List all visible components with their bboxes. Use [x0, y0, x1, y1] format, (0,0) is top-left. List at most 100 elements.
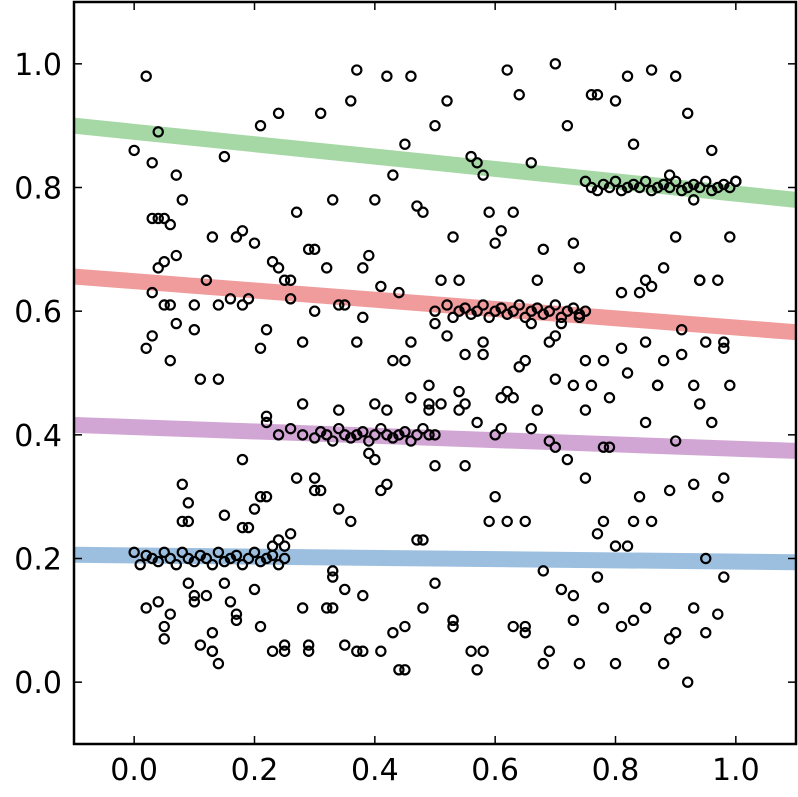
- data-point: [688, 478, 700, 490]
- data-point: [465, 645, 477, 657]
- cluster-point: [688, 178, 700, 191]
- data-point: [345, 515, 357, 528]
- data-point: [423, 398, 435, 410]
- cluster-point: [387, 432, 399, 444]
- data-point: [357, 311, 369, 324]
- data-point: [579, 472, 592, 484]
- data-point: [308, 472, 321, 484]
- plot-frame: [72, 0, 798, 746]
- data-point: [146, 286, 158, 299]
- data-point: [339, 583, 351, 596]
- data-point: [423, 379, 435, 392]
- data-point: [188, 589, 201, 602]
- data-point: [417, 534, 429, 546]
- data-point: [399, 354, 411, 367]
- data-point: [339, 639, 351, 651]
- data-point: [230, 614, 243, 627]
- data-point: [688, 602, 700, 614]
- data-point: [609, 540, 622, 552]
- data-point: [459, 460, 471, 472]
- data-point: [140, 70, 152, 82]
- data-point: [369, 398, 381, 410]
- data-point: [567, 237, 580, 249]
- data-point: [296, 336, 309, 348]
- data-point: [519, 620, 531, 633]
- cluster-point: [128, 546, 140, 559]
- data-point: [152, 596, 164, 608]
- data-point: [543, 645, 556, 657]
- cluster-point: [248, 546, 261, 559]
- data-point: [182, 515, 195, 528]
- cluster-point: [158, 546, 170, 559]
- data-point: [363, 447, 375, 460]
- cluster-point: [627, 178, 640, 191]
- data-point: [230, 608, 243, 620]
- data-point: [495, 392, 507, 404]
- cluster-point: [236, 558, 249, 571]
- data-point: [206, 627, 219, 639]
- cluster-point: [423, 429, 435, 441]
- data-point: [242, 293, 255, 305]
- data-point: [393, 664, 405, 676]
- data-point: [706, 144, 718, 157]
- data-point: [351, 64, 363, 76]
- data-point: [669, 231, 682, 243]
- cluster-point: [333, 422, 345, 435]
- data-point: [459, 348, 471, 361]
- data-point: [308, 243, 321, 256]
- data-point: [453, 385, 465, 398]
- data-point: [387, 627, 399, 639]
- cluster-point: [639, 175, 652, 188]
- y-tick-label: 0.4: [14, 419, 62, 454]
- data-point: [327, 602, 339, 614]
- data-point: [278, 540, 291, 552]
- data-point: [375, 645, 387, 657]
- data-point: [712, 608, 724, 620]
- cluster-point: [712, 181, 724, 194]
- cluster-point: [339, 429, 351, 441]
- cluster-point: [706, 184, 718, 197]
- data-point: [236, 225, 249, 237]
- y-tick-label: 0.0: [14, 666, 62, 701]
- cluster-point: [212, 546, 225, 559]
- data-point: [254, 119, 267, 132]
- data-point: [549, 58, 562, 70]
- cluster-point: [507, 305, 519, 317]
- cluster-point: [591, 184, 604, 197]
- data-point: [260, 324, 273, 336]
- data-point: [688, 194, 700, 206]
- cluster-point: [682, 181, 694, 194]
- data-point: [296, 602, 309, 614]
- x-tick-label: 1.0: [712, 753, 760, 788]
- data-point: [314, 107, 327, 120]
- data-point: [459, 398, 471, 410]
- data-point: [405, 336, 417, 348]
- data-point: [495, 422, 507, 435]
- data-point: [206, 231, 219, 243]
- data-point: [278, 639, 291, 651]
- fit-line-4: [73, 117, 797, 208]
- cluster-point: [272, 558, 285, 571]
- data-point: [429, 460, 441, 472]
- data-point: [236, 521, 249, 534]
- data-point: [369, 194, 381, 206]
- data-point: [278, 645, 291, 657]
- data-point: [158, 256, 170, 268]
- data-point: [399, 664, 411, 676]
- data-point: [615, 286, 628, 299]
- data-point: [158, 620, 170, 633]
- cluster-point: [182, 552, 195, 565]
- data-point: [405, 392, 417, 404]
- data-point: [501, 385, 513, 398]
- data-point: [152, 262, 164, 274]
- data-point: [621, 367, 634, 379]
- data-point: [333, 503, 345, 515]
- data-point: [477, 336, 489, 348]
- data-point: [435, 398, 447, 410]
- data-point: [393, 286, 405, 299]
- data-point: [128, 144, 140, 157]
- cluster-point: [483, 311, 495, 324]
- data-point: [609, 95, 622, 107]
- cluster-point: [260, 552, 273, 565]
